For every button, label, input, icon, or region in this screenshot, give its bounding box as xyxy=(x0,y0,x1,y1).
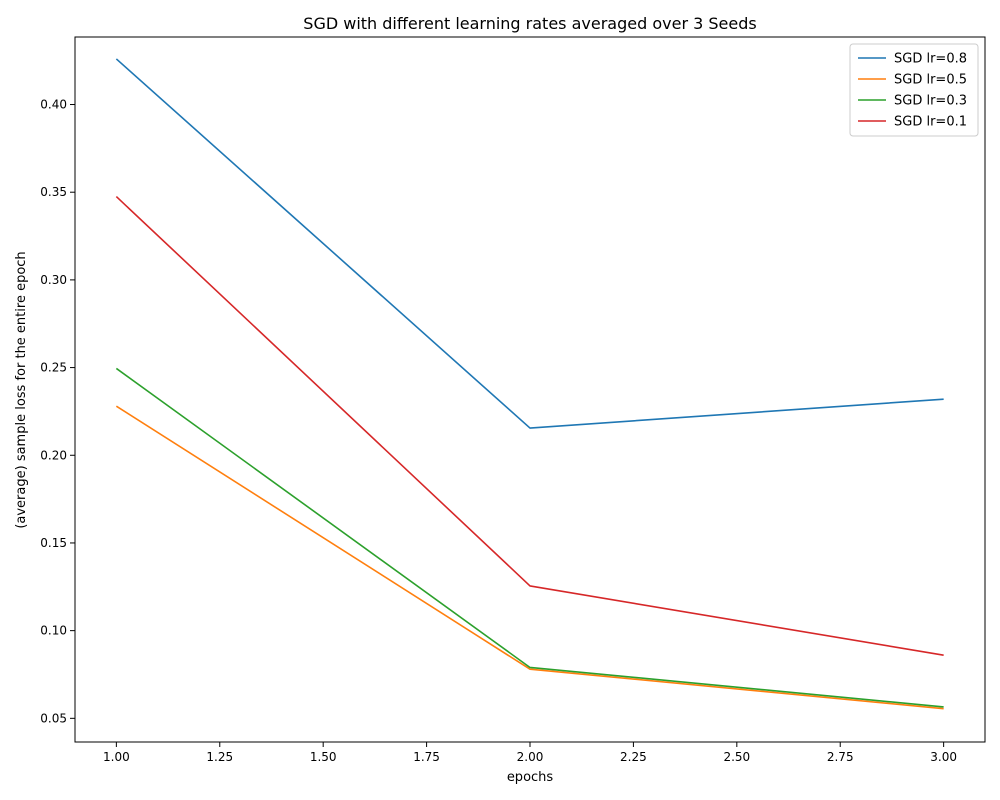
y-tick-label: 0.05 xyxy=(40,711,67,725)
y-tick-label: 0.30 xyxy=(40,273,67,287)
series-line-0 xyxy=(115,58,944,429)
x-tick-label: 1.25 xyxy=(206,750,233,764)
y-tick-label: 0.10 xyxy=(40,624,67,638)
x-tick-label: 3.00 xyxy=(930,750,957,764)
y-tick-label: 0.25 xyxy=(40,361,67,375)
legend-box xyxy=(849,43,979,137)
plot-area-frame xyxy=(74,36,986,743)
series-line-2 xyxy=(115,367,944,708)
y-tick-label: 0.40 xyxy=(40,98,67,112)
x-tick-label: 1.00 xyxy=(103,750,130,764)
y-axis-label: (average) sample loss for the entire epo… xyxy=(14,251,29,528)
y-axis-ticks: 0.05 0.10 0.15 0.20 0.25 0.30 0.35 0.40 xyxy=(40,98,75,725)
series-layer xyxy=(115,58,944,710)
legend-entry-1: SGD lr=0.5 xyxy=(894,73,967,88)
series-line-1 xyxy=(115,405,944,710)
x-tick-label: 2.25 xyxy=(620,750,647,764)
legend-entry-3: SGD lr=0.1 xyxy=(894,115,967,130)
series-line-3 xyxy=(115,196,944,656)
x-tick-label: 2.00 xyxy=(517,750,544,764)
y-tick-label: 0.15 xyxy=(40,536,67,550)
x-tick-label: 2.75 xyxy=(827,750,854,764)
legend: SGD lr=0.8 SGD lr=0.5 SGD lr=0.3 SGD lr=0.1 xyxy=(849,43,979,137)
x-tick-label: 2.50 xyxy=(723,750,750,764)
legend-entry-0: SGD lr=0.8 xyxy=(894,52,967,67)
chart-title: SGD with different learning rates averag… xyxy=(303,14,756,33)
x-axis-label: epochs xyxy=(507,770,554,785)
x-tick-label: 1.50 xyxy=(310,750,337,764)
y-tick-label: 0.35 xyxy=(40,185,67,199)
x-tick-label: 1.75 xyxy=(413,750,440,764)
x-axis-ticks: 1.00 1.25 1.50 1.75 2.00 2.25 2.50 2.75 3.00 xyxy=(103,742,957,764)
y-tick-label: 0.20 xyxy=(40,448,67,462)
legend-entry-2: SGD lr=0.3 xyxy=(894,94,967,109)
